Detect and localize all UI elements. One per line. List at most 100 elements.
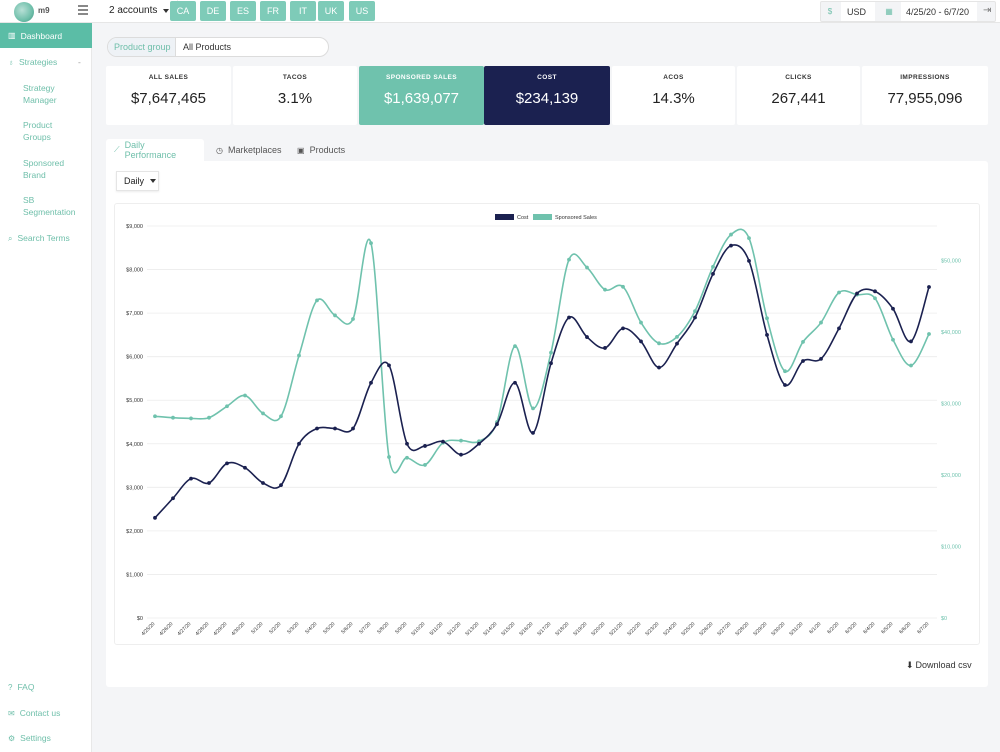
y-left-tick-label: $9,000 [126, 224, 143, 230]
tag-icon: ◷ [216, 145, 223, 155]
x-tick-label: 5/26/20 [698, 621, 714, 637]
gear-icon: ⚙ [8, 734, 16, 743]
marketplace-button-ca[interactable]: CA [170, 1, 196, 21]
data-point-cost [261, 481, 265, 485]
sidebar-item-label: Search Terms [17, 233, 70, 243]
data-point-cost [405, 441, 409, 446]
stat-value: $7,647,465 [130, 90, 207, 107]
x-tick-label: 4/26/20 [158, 621, 174, 637]
x-tick-label: 5/29/20 [752, 621, 768, 637]
sidebar-item-sb-segmentation[interactable]: SB Segmentation [8, 194, 88, 218]
x-tick-label: 4/27/20 [176, 621, 192, 637]
stat-label: ALL SALES [148, 74, 189, 81]
data-point-cost [891, 306, 895, 311]
marketplace-button-es[interactable]: ES [230, 1, 256, 21]
data-point-cost [477, 441, 481, 446]
data-point-cost [837, 326, 841, 331]
sidebar-item-sponsored-brand[interactable]: Sponsored Brand [8, 157, 88, 181]
tab-label: Daily Performance [124, 140, 177, 160]
download-csv-button[interactable]: ⬇ Download csv [906, 660, 972, 671]
top-bar: m9 2 accounts CA DE ES FR IT UK US $ USD… [0, 0, 1000, 23]
x-tick-label: 5/5/20 [322, 621, 336, 635]
data-point-sponsored-sales [801, 339, 805, 344]
stat-value: 3.1% [277, 90, 313, 107]
data-point-sponsored-sales [207, 415, 211, 420]
data-point-sponsored-sales [603, 287, 607, 292]
data-point-cost [693, 315, 697, 320]
data-point-sponsored-sales [261, 411, 265, 416]
data-point-sponsored-sales [639, 320, 643, 325]
y-right-tick-label: $0 [941, 616, 947, 622]
accounts-dropdown[interactable]: 2 accounts [101, 0, 179, 21]
granularity-dropdown[interactable]: Daily [116, 171, 159, 191]
legend-label-sponsored-sales: Sponsored Sales [555, 215, 597, 221]
sidebar-item-strategy-manager[interactable]: Strategy Manager [8, 82, 88, 106]
download-label: Download csv [915, 660, 972, 670]
data-point-sponsored-sales [873, 296, 877, 301]
legend-swatch-cost [495, 214, 514, 220]
data-point-cost [369, 380, 373, 385]
question-circle-icon: ? [8, 683, 13, 692]
marketplace-button-us[interactable]: US [349, 1, 375, 21]
x-tick-label: 6/4/20 [862, 621, 876, 635]
calendar-icon: ▦ [885, 7, 893, 16]
grid-icon: ▣ [297, 145, 305, 155]
data-point-cost [639, 339, 643, 344]
y-left-tick-label: $0 [137, 616, 143, 622]
sidebar-item-search-terms[interactable]: ⌕ Search Terms [8, 232, 88, 245]
x-tick-label: 5/16/20 [518, 621, 534, 637]
stat-value: $1,639,077 [383, 90, 460, 107]
sidebar-item-label: Dashboard [20, 30, 63, 41]
performance-chart: $0 $1,000 $2,000 $3,000 $4,000 $5,000 $6,000 $7… [126, 187, 961, 637]
sidebar-item-contact-us[interactable]: ✉ Contact us [8, 707, 88, 720]
data-point-cost [711, 272, 715, 276]
caret-down-icon [163, 8, 170, 13]
data-point-sponsored-sales [225, 404, 229, 409]
sidebar-item-faq[interactable]: ? FAQ [8, 681, 88, 694]
sidebar-item-settings[interactable]: ⚙ Settings [8, 732, 88, 745]
data-point-cost [603, 346, 607, 350]
data-point-cost [585, 335, 589, 339]
x-tick-label: 5/4/20 [304, 621, 318, 635]
logout-icon[interactable]: ⇥ [983, 5, 992, 16]
data-point-cost [315, 426, 319, 431]
x-tick-label: 4/25/20 [140, 621, 156, 637]
y-left-tick-label: $1,000 [126, 572, 143, 578]
tab-marketplaces[interactable]: ◷ Marketplaces [208, 139, 290, 161]
x-tick-label: 5/18/20 [554, 621, 570, 637]
stat-card-clicks: CLICKS 267,441 [737, 66, 860, 125]
caret-down-icon [150, 179, 157, 183]
x-tick-label: 5/21/20 [608, 621, 624, 637]
product-group-value[interactable]: All Products [183, 42, 232, 52]
stat-label: SPONSORED SALES [385, 74, 457, 81]
product-group-selector[interactable]: Product group All Products [107, 37, 329, 57]
marketplace-button-de[interactable]: DE [200, 1, 226, 21]
marketplace-button-it[interactable]: IT [290, 1, 316, 21]
legend-label-cost: Cost [517, 215, 529, 221]
data-point-cost [819, 356, 823, 361]
product-group-label: Product group [108, 38, 176, 56]
currency-select[interactable]: USD [841, 2, 875, 21]
search-icon: ⌕ [8, 234, 13, 243]
stat-card-cost: COST $234,139 [484, 66, 610, 125]
sidebar-item-strategies[interactable]: ♁ Strategies - [8, 56, 88, 69]
data-point-cost [333, 426, 337, 431]
marketplace-button-uk[interactable]: UK [318, 1, 344, 21]
sidebar-item-label: Sponsored Brand [23, 158, 65, 180]
sidebar-item-product-groups[interactable]: Product Groups [8, 119, 88, 143]
date-range-picker[interactable]: 4/25/20 - 6/7/20 [901, 2, 977, 21]
x-tick-label: 4/29/20 [212, 621, 228, 637]
sidebar-item-label: SB Segmentation [23, 195, 76, 217]
x-tick-label: 5/23/20 [644, 621, 660, 637]
stat-card-sponsored-sales: SPONSORED SALES $1,639,077 [359, 66, 484, 125]
y-right-tick-label: $10,000 [941, 544, 961, 550]
stat-label: TACOS [282, 74, 308, 81]
sidebar-item-dashboard[interactable]: ▥ Dashboard [0, 23, 92, 48]
sidebar-item-label: Strategies [19, 57, 58, 67]
hamburger-menu-icon[interactable] [78, 5, 88, 15]
tab-daily-performance[interactable]: ⟋ Daily Performance [106, 139, 204, 161]
x-tick-label: 5/14/20 [482, 621, 498, 637]
marketplace-button-fr[interactable]: FR [260, 1, 286, 21]
y-left-tick-label: $7,000 [126, 311, 143, 317]
tab-products[interactable]: ▣ Products [289, 139, 353, 161]
